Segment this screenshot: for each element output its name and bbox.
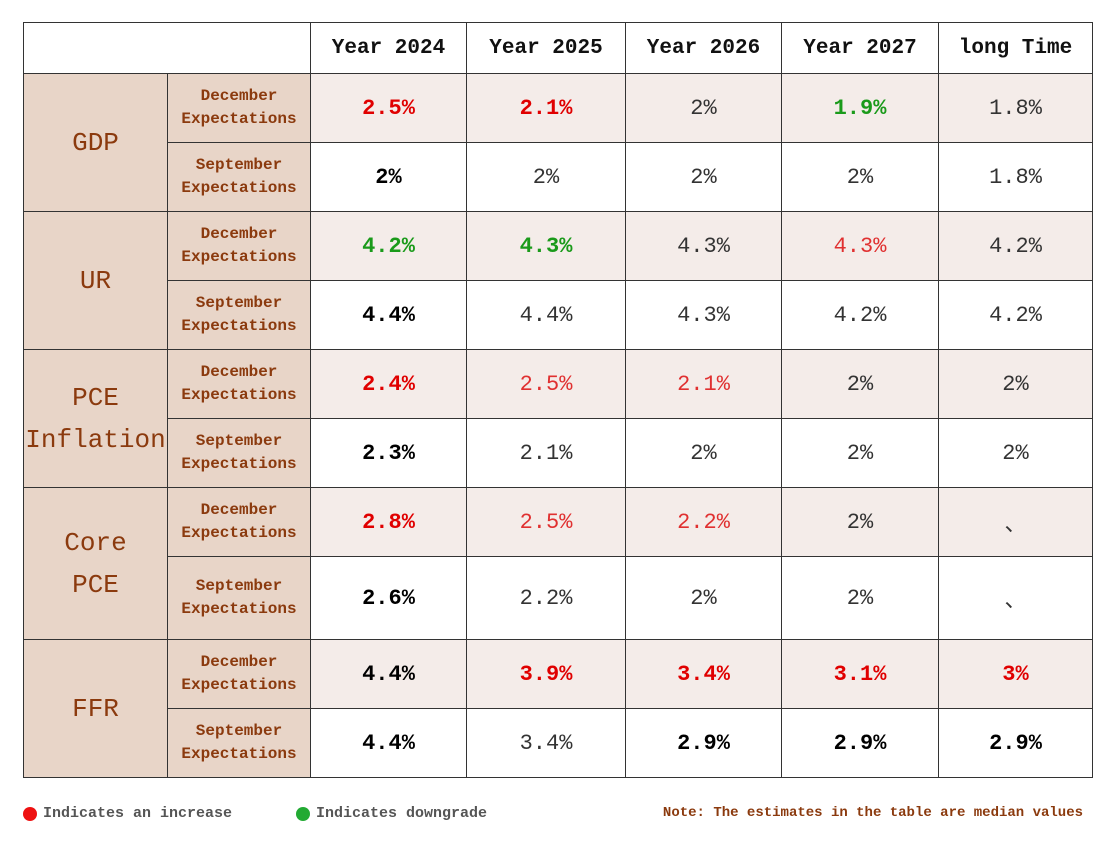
value-cell: 4.3% [625, 280, 782, 350]
group-label: UR [23, 211, 168, 350]
value-cell: 4.4% [310, 639, 467, 709]
table-row: FFR December Expectations 4.4% 3.9% 3.4% 3.1%… [23, 639, 1093, 778]
value-cell: 2.4% [310, 349, 467, 419]
group-label: FFR [23, 639, 168, 778]
value-cell: 2% [781, 142, 939, 212]
value-cell: 2.6% [310, 556, 467, 640]
value-cell: 4.3% [466, 211, 626, 281]
value-cell: 、 [938, 556, 1093, 640]
value-cell: 4.3% [781, 211, 939, 281]
table-row: September Expectations 2.6% 2.2% 2% 2%、 [24, 556, 1093, 640]
legend-item: Indicates downgrade [296, 805, 487, 822]
value-cell: 4.4% [310, 280, 467, 350]
value-cell: 3.4% [625, 639, 782, 709]
note: Note: The estimates in the table are med… [662, 805, 1083, 821]
column-header: long Time [938, 22, 1093, 74]
value-cell: 、 [938, 487, 1093, 557]
table-row: Core PCE December Expectations 2.8% 2.5% 2.2%… [23, 487, 1093, 640]
group-label: Core PCE [23, 487, 168, 640]
row-label: December Expectations [167, 639, 311, 709]
column-header: Year 2027 [781, 22, 939, 74]
value-cell: 2% [781, 349, 939, 419]
column-header: Year 2025 [466, 22, 626, 74]
group-label-line: PCE [72, 382, 119, 413]
value-cell: 2% [938, 418, 1093, 488]
value-cell: 2.3% [310, 418, 467, 488]
table-body: GDP December Expectations 2.5% 2.1% 2% 1.9% 1.… [23, 73, 1093, 778]
value-cell: 1.8% [938, 73, 1093, 143]
value-cell: 4.2% [310, 211, 467, 281]
table-row: GDP December Expectations 2.5% 2.1% 2% 1.9% 1.… [23, 73, 1093, 212]
table-row: PCE Inflation December Expectations 2.4% 2.5… [23, 349, 1093, 488]
row-label: September Expectations [167, 556, 311, 640]
row-label: September Expectations [167, 280, 311, 350]
value-cell: 2.9% [781, 708, 939, 778]
table-row: UR December Expectations 4.2% 4.3% 4.3% 4.3% 4… [23, 211, 1093, 350]
legend-text: Indicates an increase [43, 805, 233, 822]
value-cell: 2% [625, 73, 782, 143]
legend-text: Indicates downgrade [316, 805, 488, 822]
value-cell: 2.9% [938, 708, 1093, 778]
value-cell: 2% [625, 142, 782, 212]
row-label: December Expectations [167, 73, 311, 143]
row-label: December Expectations [167, 349, 311, 419]
value-cell: 2.5% [310, 73, 467, 143]
value-cell: 4.2% [938, 211, 1093, 281]
value-cell: 2% [781, 418, 939, 488]
group-label-line: Core [64, 527, 127, 558]
value-cell: 2% [466, 142, 626, 212]
value-cell: 2.1% [466, 73, 626, 143]
group-label-line: PCE [72, 569, 119, 600]
value-cell: 3.9% [466, 639, 626, 709]
group-label-line: FFR [72, 693, 119, 724]
value-cell: 2% [781, 487, 939, 557]
row-label: December Expectations [167, 487, 311, 557]
value-cell: 3.1% [781, 639, 939, 709]
value-cell: 2.5% [466, 349, 626, 419]
value-cell: 2% [625, 418, 782, 488]
value-cell: 2.2% [625, 487, 782, 557]
value-cell: 2% [310, 142, 467, 212]
column-header: Year 2026 [625, 22, 782, 74]
value-cell: 1.8% [938, 142, 1093, 212]
value-cell: 4.4% [466, 280, 626, 350]
value-cell: 3.4% [466, 708, 626, 778]
row-label: September Expectations [167, 418, 311, 488]
group-label: PCE Inflation [23, 349, 168, 488]
value-cell: 2% [938, 349, 1093, 419]
row-label: December Expectations [167, 211, 311, 281]
row-label: September Expectations [167, 708, 311, 778]
legend-dot [23, 806, 37, 821]
table-row: September Expectations 4.4% 3.4% 2.9% 2.9% 2.… [24, 708, 1093, 778]
column-header: Year 2024 [310, 22, 467, 74]
header-row: Year 2024 Year 2025 Year 2026 Year 2027 long… [23, 22, 1093, 74]
value-cell: 4.3% [625, 211, 782, 281]
value-cell: 2.1% [625, 349, 782, 419]
value-cell: 2.2% [466, 556, 626, 640]
row-label: September Expectations [167, 142, 311, 212]
value-cell: 1.9% [781, 73, 939, 143]
projection-table: Year 2024 Year 2025 Year 2026 Year 2027 long… [23, 22, 1093, 778]
group-label-line: Inflation [25, 424, 166, 455]
value-cell: 2.8% [310, 487, 467, 557]
group-label-line: UR [79, 265, 112, 296]
value-cell: 2.5% [466, 487, 626, 557]
value-cell: 4.2% [781, 280, 939, 350]
table-row: September Expectations 2% 2% 2% 2% 1.8% [24, 142, 1093, 212]
corner-cell [23, 22, 311, 74]
legend-item: Indicates an increase [23, 805, 232, 822]
value-cell: 3% [938, 639, 1093, 709]
value-cell: 4.4% [310, 708, 467, 778]
value-cell: 2% [625, 556, 782, 640]
table-row: September Expectations 4.4% 4.4% 4.3% 4.2% 4.… [24, 280, 1093, 350]
value-cell: 2.1% [466, 418, 626, 488]
legend-dot [296, 806, 310, 821]
value-cell: 2.9% [625, 708, 782, 778]
value-cell: 2% [781, 556, 939, 640]
table-row: September Expectations 2.3% 2.1% 2% 2% 2% [24, 418, 1093, 488]
group-label: GDP [23, 73, 168, 212]
value-cell: 4.2% [938, 280, 1093, 350]
group-label-line: GDP [72, 127, 119, 158]
